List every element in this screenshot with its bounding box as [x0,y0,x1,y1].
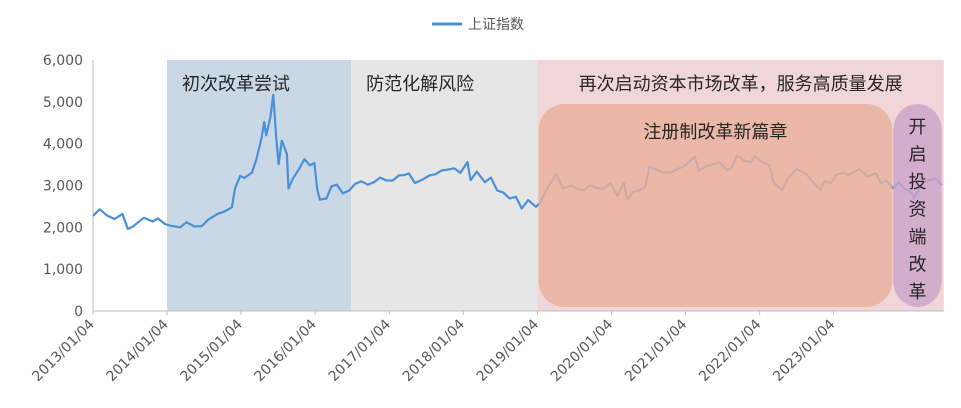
phase-label-4-char: 改 [909,255,927,276]
phase-label-4-char: 资 [909,200,927,221]
y-tick-label: 5,000 [43,95,83,111]
legend: 上证指数 [432,17,524,33]
y-tick-label: 0 [74,304,83,320]
legend-label: 上证指数 [468,17,524,33]
phase-box-3 [538,104,893,307]
phase-label-4-char: 投 [909,172,927,193]
phase-label-0: 初次改革尝试 [182,74,290,95]
phase-label-4-char: 端 [909,227,927,248]
x-tick-label: 2014/01/04 [103,316,171,384]
y-tick-label: 1,000 [43,262,83,278]
x-tick-label: 2023/01/04 [770,316,838,384]
y-tick-label: 2,000 [43,220,83,236]
x-tick-label: 2022/01/04 [696,316,764,384]
x-tick-label: 2013/01/04 [29,316,97,384]
phase-boxes [538,104,942,307]
x-tick-label: 2015/01/04 [178,316,246,384]
phase-label-4-char: 开 [909,117,927,138]
x-tick-label: 2016/01/04 [252,316,320,384]
x-tick-label: 2019/01/04 [474,316,542,384]
phase-label-4-char: 启 [909,145,927,166]
phase-band-1 [351,60,538,311]
phase-label-3: 注册制改革新篇章 [643,122,787,143]
y-tick-label: 4,000 [43,137,83,153]
x-tick-label: 2021/01/04 [622,316,690,384]
y-tick-label: 6,000 [43,53,83,69]
phase-label-4-char: 革 [909,282,927,303]
phase-label-2: 再次启动资本市场改革，服务高质量发展 [579,74,903,95]
phase-label-1: 防范化解风险 [366,74,474,95]
x-tick-label: 2020/01/04 [548,316,616,384]
x-tick-label: 2018/01/04 [400,316,468,384]
phase-band-0 [167,60,352,311]
phase-box-4 [893,104,942,307]
x-tick-label: 2017/01/04 [326,316,394,384]
y-tick-label: 3,000 [43,179,83,195]
